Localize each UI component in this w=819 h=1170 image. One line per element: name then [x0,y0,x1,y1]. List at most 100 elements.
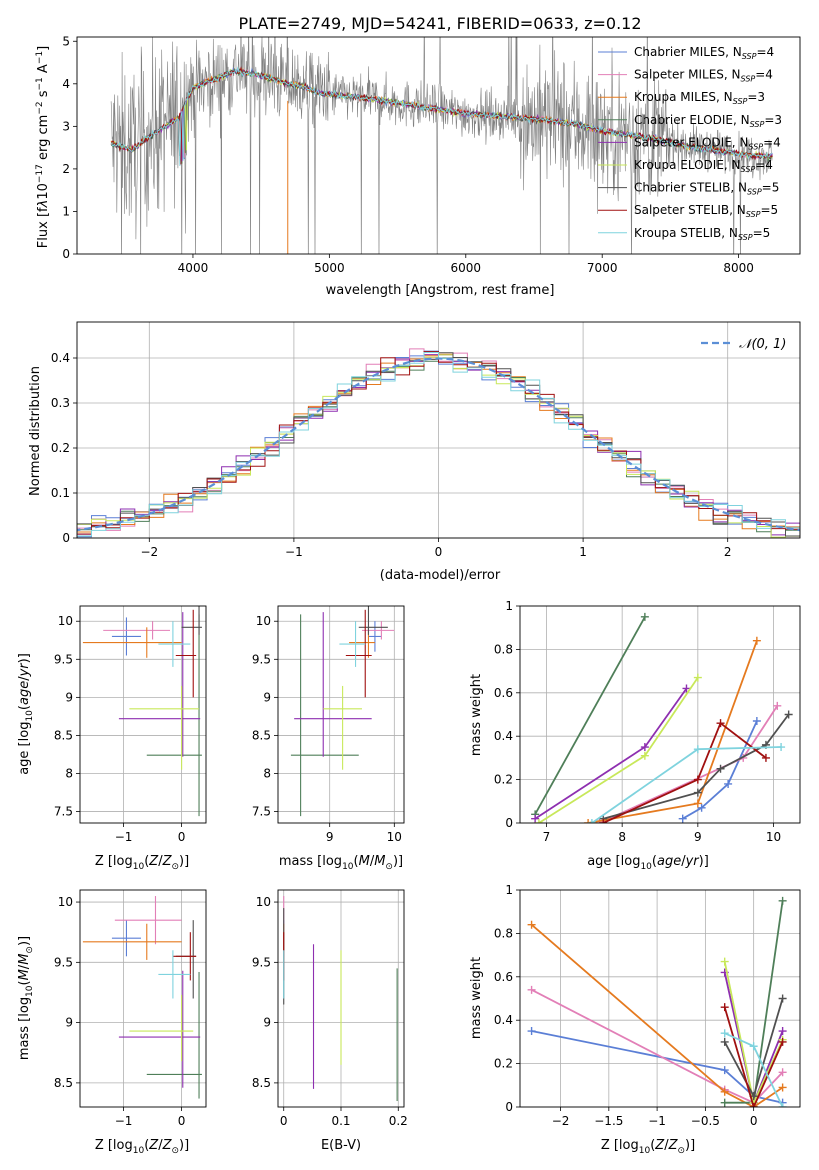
ticks: 4000 5000 6000 7000 8000 0 1 2 3 4 5 [62,34,754,275]
point-salpeter_miles [103,621,170,640]
data-point-marker [640,751,649,760]
age-vs-mass-plot-area: 9 10 7.5 8 8.5 9 9.5 10 [252,605,405,844]
series-chabrier_stelib [599,710,793,823]
data-point-marker [778,1027,787,1036]
series-salpeter_stelib [599,719,770,823]
model-spectrum-kroupa_stelib [110,66,773,167]
series-line [602,721,767,823]
point-salpeter_elodie [294,612,372,757]
point-kroupa_stelib [339,621,366,667]
plot-content [77,348,800,538]
legend-label-kroupa_stelib: Kroupa STELIB, NSSP=5 [634,226,770,242]
x-tick-label: −1.5 [594,1114,623,1128]
data-point-marker [527,920,536,929]
y-tick-label: 0 [505,1100,513,1114]
y-tick-label: 0.1 [51,486,70,500]
y-tick-label: 1 [505,599,513,613]
x-tick-label: 8 [618,830,626,844]
data-point-marker [720,1066,729,1075]
data-point-marker [720,1098,729,1107]
x-tick-label: 9 [326,830,334,844]
x-tick-label: −2 [140,545,158,559]
data-point-marker [584,819,593,823]
point-kroupa_stelib [158,621,191,667]
y-tick-label: 0.2 [494,1057,513,1071]
y-tick-label: 0.8 [494,926,513,940]
x-tick-label: −0.5 [691,1114,720,1128]
y-tick-label: 0 [62,531,70,545]
normal-distribution-curve [77,357,800,532]
y-tick-label: 8.5 [54,728,73,742]
histogram-kroupa_stelib [77,352,800,537]
y-tick-label: 9 [263,1016,271,1030]
x-tick-label: −1 [648,1114,666,1128]
y-tick-label: 2 [62,162,70,176]
age-vs-mass-panel: 9 10 7.5 8 8.5 9 9.5 10 mass [log10(M/M⊙)] [252,605,405,872]
x-tick-label: 0.2 [389,1114,408,1128]
axes-frame [76,321,801,539]
series-chabrier_miles [678,717,761,823]
y-tick-label: 9 [65,690,73,704]
x-tick-label: 7 [543,830,551,844]
x-tick-label: 0 [750,1114,758,1128]
axes-frame [79,889,207,1108]
spectrum-xlabel: wavelength [Angstrom, rest frame] [326,283,555,298]
data-point-marker [720,1037,729,1046]
legend-label-kroupa_miles: Kroupa MILES, NSSP=3 [634,90,765,106]
data-point-marker [599,819,608,823]
data-point-marker [693,673,702,682]
spectrum-panel: 4000 5000 6000 7000 8000 0 1 2 3 4 5 wavelength [A… [35,34,801,298]
observed-spectrum-line [110,37,773,254]
legend-label-salpeter_stelib: Salpeter STELIB, NSSP=5 [634,203,778,219]
grid [80,606,206,823]
y-tick-label: 0.2 [494,773,513,787]
y-tick-label: 8.5 [54,1076,73,1090]
ticks: −1 0 7.5 8 8.5 9 9.5 10 [54,614,186,844]
ticks: 9 10 7.5 8 8.5 9 9.5 10 [252,614,402,844]
y-tick-label: 0.3 [51,396,70,410]
axes-frame [519,605,801,824]
point-chabrier_elodie [146,971,202,1099]
point-kroupa_stelib [158,950,191,999]
weight-vs-z-xlabel: Z [log10(Z/Z⊙)] [601,1138,695,1156]
data-point-marker [693,799,702,808]
y-tick-label: 0 [62,247,70,261]
age-vs-z-panel: −1 0 7.5 8 8.5 9 9.5 10 Z [log10(Z/Z⊙)] age [lo… [17,605,207,872]
plot-content [82,896,202,1099]
series-kroupa_stelib [720,1029,787,1107]
spectrum-ylabel: Flux [fλ10−17 erg cm−2 s−1 A−1] [35,46,51,248]
point-chabrier_miles [368,621,382,652]
y-tick-label: 9.5 [54,652,73,666]
x-tick-label: 4000 [178,261,209,275]
data-point-marker [778,1103,787,1107]
data-point-marker [749,1042,758,1051]
y-tick-label: 7.5 [252,805,271,819]
grid [278,606,404,823]
histogram-salpeter_stelib [77,351,800,535]
x-tick-label: −1 [115,1114,133,1128]
y-tick-label: 8.5 [252,1076,271,1090]
residuals-xlabel: (data-model)/error [380,568,501,583]
point-chabrier_elodie [146,614,202,817]
legend-label-chabrier_stelib: Chabrier STELIB, NSSP=5 [634,181,779,197]
data-point-marker [749,1103,758,1107]
y-tick-label: 4 [62,77,70,91]
data-point-marker [640,743,649,752]
series-salpeter_elodie [531,684,691,823]
y-tick-label: 5 [62,34,70,48]
point-salpeter_miles [114,896,182,945]
weight-vs-age-plot-area: 7 8 9 10 0 0.2 0.4 0.6 0.8 1 [494,599,801,844]
weight-vs-z-panel: −2 −1.5 −1 −0.5 0 0 0.2 0.4 0.6 0.8 1 Z [log10(Z/Z… [469,883,801,1156]
plot-content [283,896,398,1101]
data-point-marker [752,717,761,726]
grid [80,890,206,1107]
data-point-marker [531,814,540,823]
series-chabrier_elodie [531,612,649,819]
legend-label-chabrier_miles: Chabrier MILES, NSSP=4 [634,45,774,61]
x-tick-label: 10 [766,830,781,844]
series-line [531,989,784,1104]
data-point-marker [778,896,787,905]
point-kroupa_elodie [129,685,200,770]
